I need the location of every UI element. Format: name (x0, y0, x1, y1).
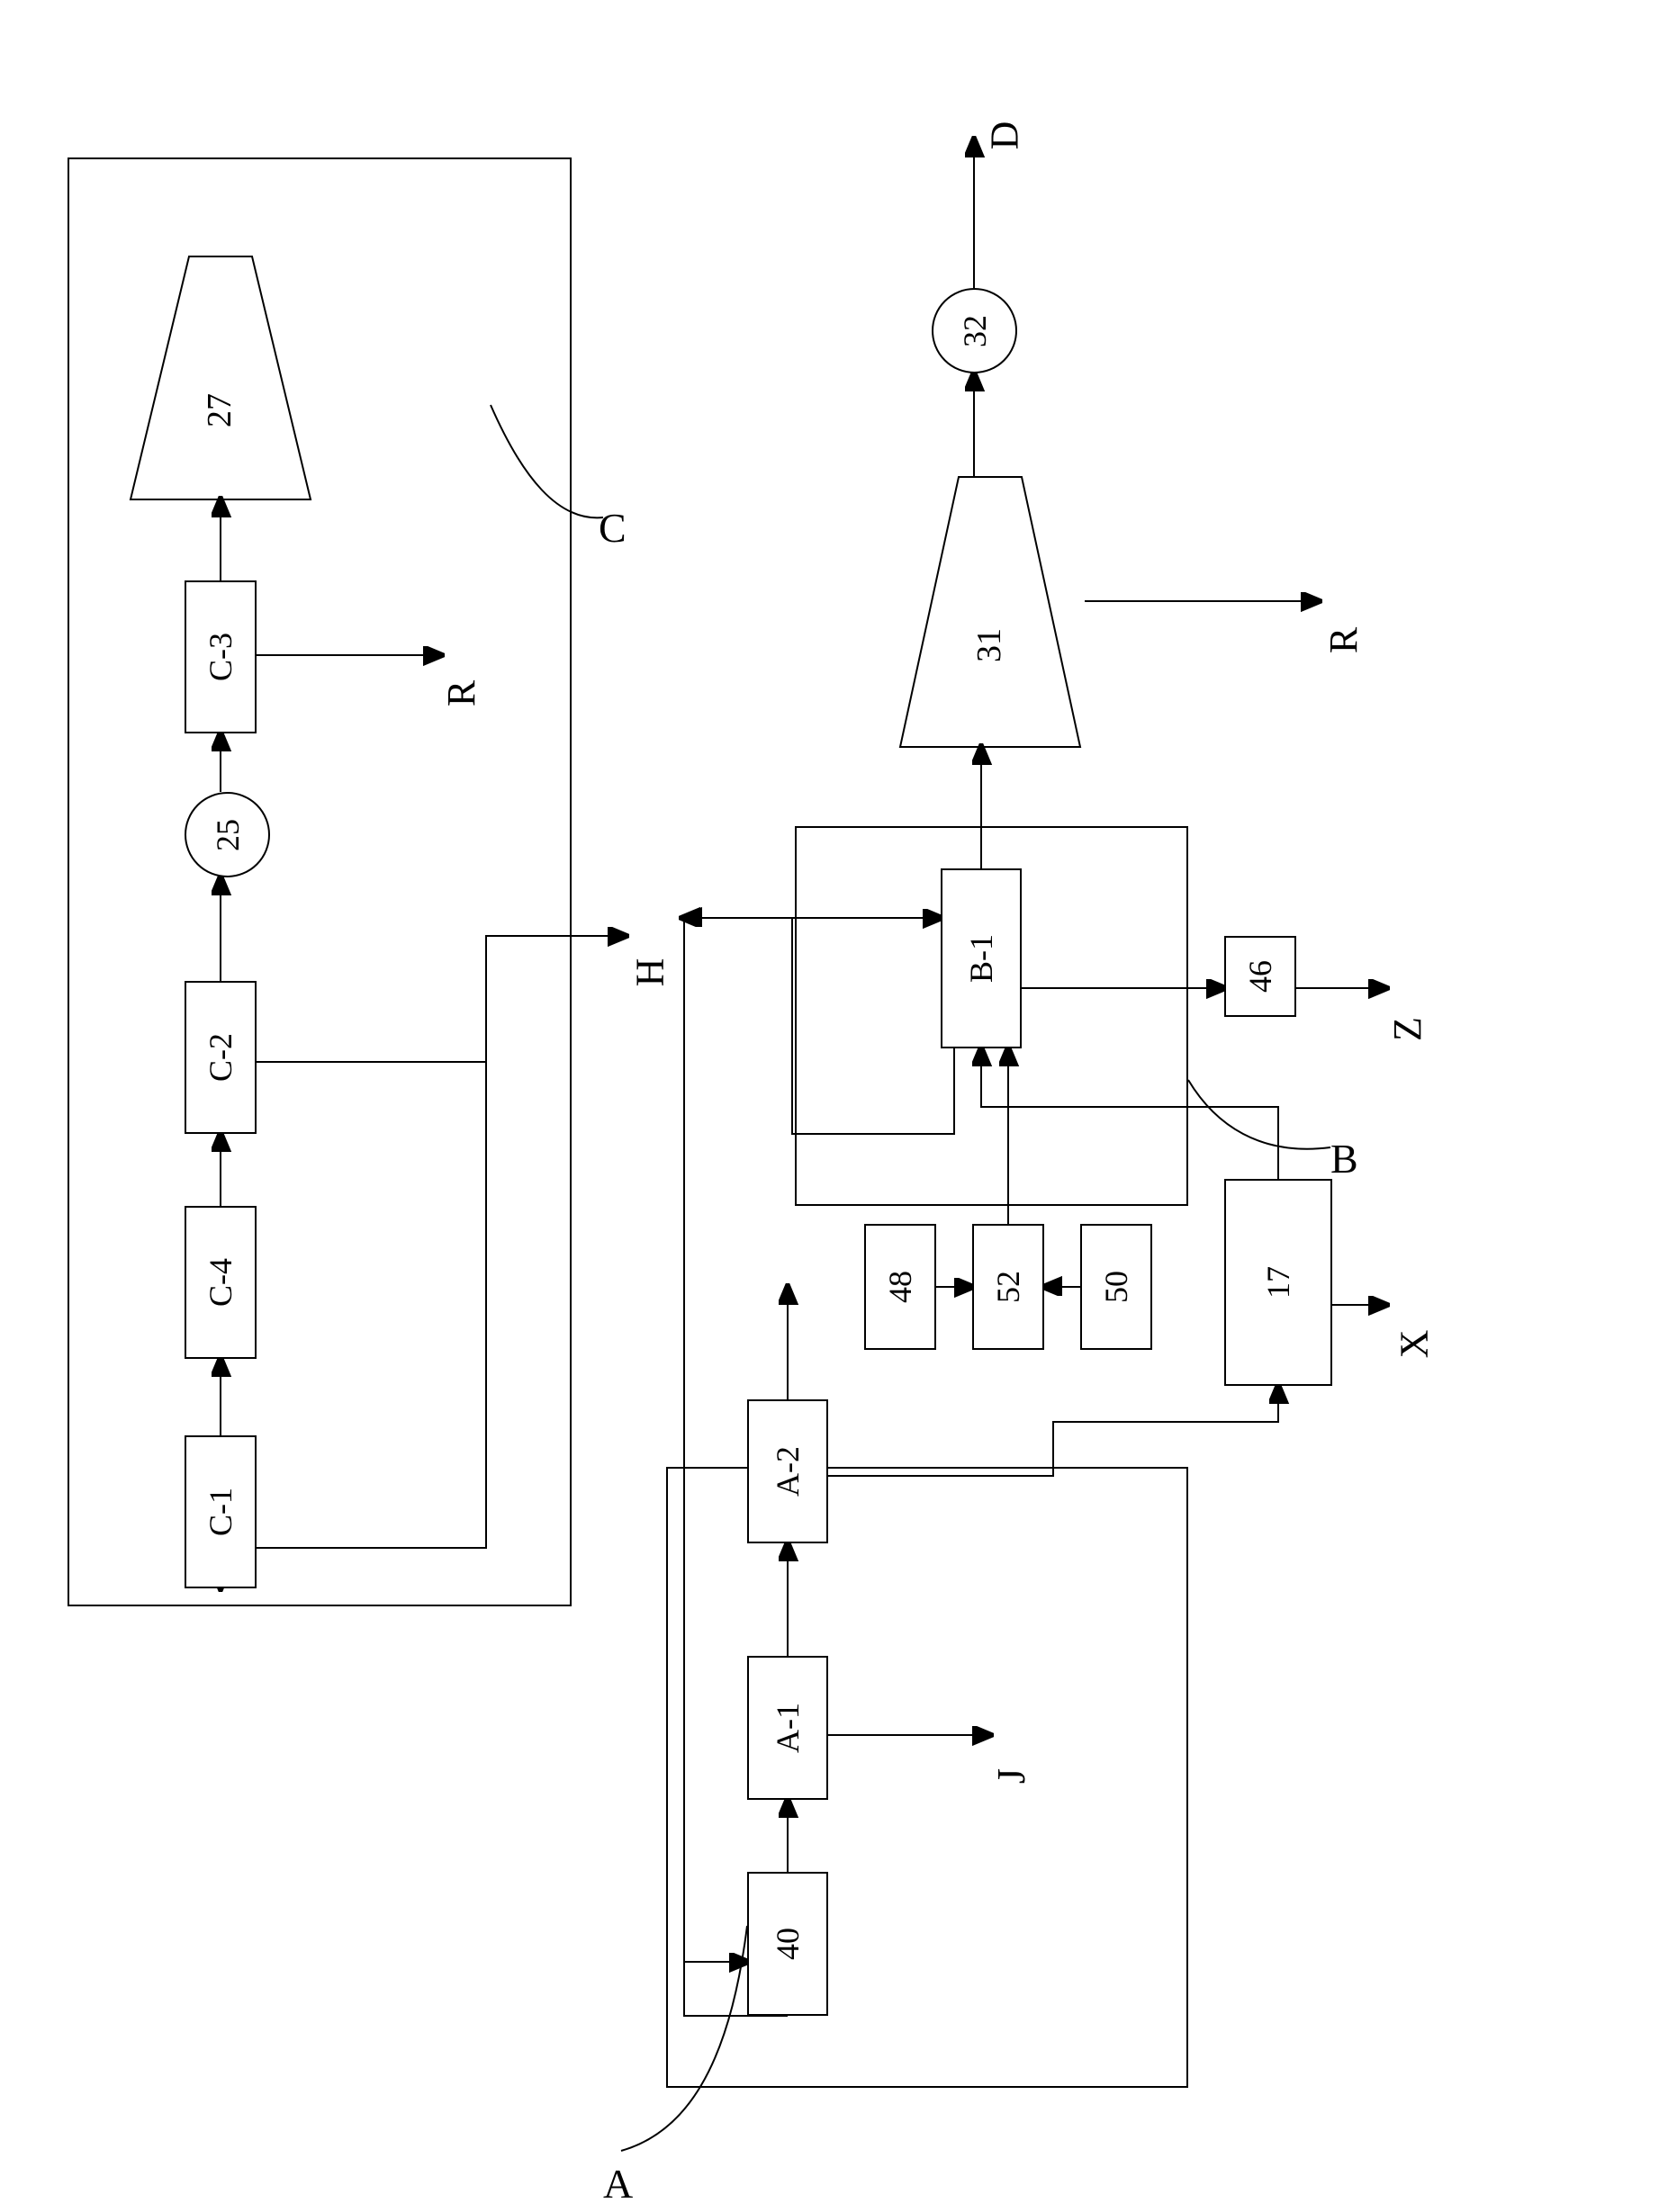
region-label-C: C (599, 504, 627, 552)
node-label-n40: 40 (769, 1928, 807, 1960)
region-A (666, 1467, 1188, 2088)
node-label-nA2: A-2 (769, 1446, 807, 1497)
ext-label-R1: R (438, 680, 484, 706)
node-label-n31: 31 (969, 628, 1009, 662)
ext-label-X: X (1391, 1330, 1437, 1359)
callout-B (1188, 1080, 1330, 1149)
node-nA1: A-1 (747, 1656, 828, 1800)
ext-label-D: D (981, 121, 1027, 150)
node-nC2: C-2 (185, 981, 257, 1134)
node-label-n25: 25 (209, 819, 247, 851)
node-n48: 48 (864, 1224, 936, 1350)
node-n25: 25 (185, 792, 270, 877)
node-label-nC4: C-4 (202, 1258, 239, 1307)
region-label-B: B (1330, 1135, 1358, 1182)
node-label-nA1: A-1 (769, 1703, 807, 1753)
ext-label-R2: R (1321, 627, 1366, 653)
node-label-nB1: B-1 (962, 934, 1000, 983)
node-n40: 40 (747, 1872, 828, 2016)
node-nC3: C-3 (185, 580, 257, 733)
node-label-n27: 27 (200, 393, 239, 427)
ext-label-Z: Z (1384, 1017, 1430, 1041)
node-label-nC1: C-1 (202, 1488, 239, 1536)
node-n32: 32 (932, 288, 1017, 373)
region-label-A: A (603, 2160, 633, 2208)
node-n52: 52 (972, 1224, 1044, 1350)
region-C (68, 157, 572, 1606)
node-n50: 50 (1080, 1224, 1152, 1350)
node-nB1: B-1 (941, 868, 1022, 1048)
node-n46: 46 (1224, 936, 1296, 1017)
node-label-n46: 46 (1241, 960, 1279, 993)
node-n31 (900, 477, 1080, 747)
node-label-nC3: C-3 (202, 633, 239, 681)
node-nC4: C-4 (185, 1206, 257, 1359)
node-label-n50: 50 (1097, 1271, 1135, 1303)
node-nC1: C-1 (185, 1435, 257, 1588)
node-nA2: A-2 (747, 1399, 828, 1543)
node-label-n48: 48 (881, 1271, 919, 1303)
ext-label-H: H (627, 958, 672, 987)
node-n17: 17 (1224, 1179, 1332, 1386)
node-label-n17: 17 (1259, 1266, 1297, 1299)
node-label-n52: 52 (989, 1271, 1027, 1303)
ext-label-J: J (988, 1768, 1034, 1784)
complex-edge-0 (828, 1386, 1278, 1476)
node-label-n32: 32 (956, 315, 994, 347)
node-label-nC2: C-2 (202, 1033, 239, 1082)
